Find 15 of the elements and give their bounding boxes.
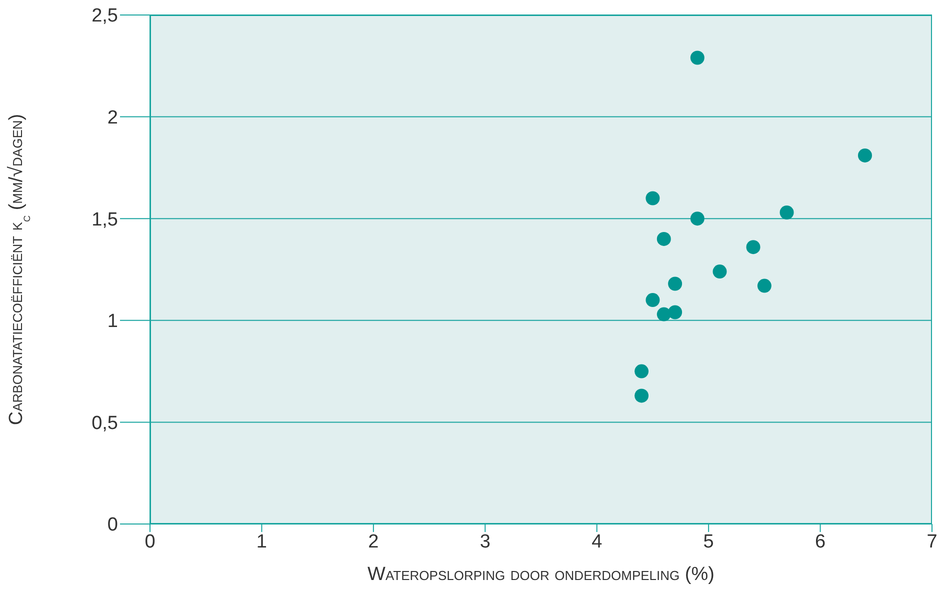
y-tick-label: 2 <box>107 108 118 129</box>
y-tick-label: 0 <box>107 514 118 536</box>
x-tick-label: 5 <box>703 531 714 552</box>
y-tick-label: 1,5 <box>92 209 118 230</box>
x-tick-label: 2 <box>368 531 379 552</box>
x-tick-label: 6 <box>814 531 826 552</box>
x-tick-label: 3 <box>480 531 490 552</box>
x-axis-title: Wateropslorping door onderdompeling (%) <box>368 564 714 585</box>
y-tick-label: 0,5 <box>92 412 118 434</box>
y-tick-label: 2,5 <box>92 6 118 27</box>
x-tick-label: 0 <box>144 531 156 552</box>
x-tick-label: 1 <box>256 531 268 552</box>
x-tick-label: 7 <box>926 531 938 552</box>
y-tick-label: 1 <box>107 311 118 332</box>
x-tick-label: 4 <box>592 531 603 552</box>
